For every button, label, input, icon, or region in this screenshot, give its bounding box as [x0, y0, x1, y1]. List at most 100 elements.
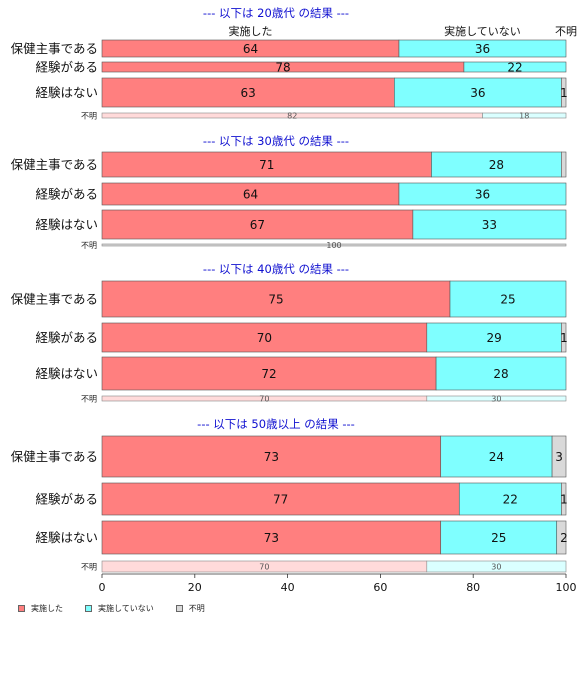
bar-segment-not-done — [398, 39, 567, 58]
data-label-done: 75 — [268, 293, 283, 307]
data-label-not-done: 36 — [475, 42, 490, 56]
data-label-done: 73 — [264, 531, 279, 545]
legend-swatch-unknown — [175, 605, 183, 612]
data-label-unknown-row-done: 70 — [259, 563, 269, 572]
data-label-not-done: 24 — [489, 450, 504, 464]
data-label-not-done: 33 — [482, 218, 497, 232]
data-label-unknown: 1 — [560, 331, 568, 345]
data-label-unknown-row-not-done: 30 — [491, 563, 501, 572]
bar-segment-unknown-row-not-done — [426, 560, 567, 573]
data-label-unknown: 1 — [560, 493, 568, 507]
bar-segment-not-done — [431, 151, 562, 178]
category-label: 経験はない — [35, 85, 98, 100]
category-label: 経験はない — [35, 217, 98, 232]
bar-segment-unknown-row-not-done — [482, 112, 567, 119]
legend-label-done: 実施した — [31, 604, 63, 613]
data-label-unknown: 2 — [560, 531, 568, 545]
bar-segment-unknown — [561, 151, 567, 178]
data-label-not-done: 28 — [489, 158, 504, 172]
data-label-not-done: 36 — [475, 188, 490, 202]
bar-segment-done — [101, 151, 432, 178]
category-label: 経験がある — [35, 60, 98, 75]
bar-segment-not-done — [449, 280, 567, 318]
group-title-2: --- 以下は 30歳代 の結果 --- — [203, 134, 349, 148]
data-label-unknown-row-not-done: 18 — [519, 112, 529, 121]
data-label-done: 72 — [261, 367, 276, 381]
data-label-unknown-row-done: 70 — [259, 395, 269, 404]
legend-item-unknown: 不明 — [175, 603, 205, 614]
data-label-not-done: 28 — [493, 367, 508, 381]
bar-segment-not-done — [412, 209, 567, 240]
bar-segment-unknown — [561, 322, 567, 353]
legend-label-unknown: 不明 — [188, 604, 205, 613]
data-label-not-done: 22 — [507, 61, 522, 75]
column-header-not-done: 実施していない — [444, 24, 521, 38]
data-label-unknown-row-not-done: 30 — [491, 395, 501, 404]
legend-item-not-done: 実施していない — [85, 603, 154, 614]
data-label-done: 77 — [273, 493, 288, 507]
data-label-done: 64 — [243, 42, 258, 56]
category-label: 経験がある — [35, 492, 98, 507]
category-label-unknown: 不明 — [81, 241, 97, 250]
data-label-done: 64 — [243, 188, 258, 202]
data-label-not-done: 22 — [503, 493, 518, 507]
category-label: 保健主事である — [11, 157, 98, 172]
x-tick-label: 0 — [99, 581, 106, 594]
group-title-1: --- 以下は 20歳代 の結果 --- — [203, 6, 349, 20]
bar-segment-not-done — [440, 520, 558, 555]
category-label: 保健主事である — [11, 41, 98, 56]
bar-segment-unknown — [561, 482, 567, 516]
data-label-done: 70 — [257, 331, 272, 345]
x-tick-label: 20 — [188, 581, 202, 594]
bar-segment-done — [101, 356, 437, 391]
data-label-not-done: 36 — [470, 86, 485, 100]
group-title-4: --- 以下は 50歳以上 の結果 --- — [197, 417, 355, 431]
legend-label-not-done: 実施していない — [98, 604, 154, 613]
data-label-not-done: 29 — [486, 331, 501, 345]
bar-segment-not-done — [435, 356, 567, 391]
data-label-done: 71 — [259, 158, 274, 172]
bar-segment-done — [101, 482, 460, 516]
bar-segment-unknown-row-not-done — [426, 395, 567, 402]
bar-segment-done — [101, 520, 442, 555]
category-label: 経験はない — [35, 366, 98, 381]
x-tick-label: 100 — [556, 581, 577, 594]
bar-segment-unknown — [556, 520, 567, 555]
bar-segment-not-done — [440, 435, 553, 478]
chart-legend: 実施した 実施していない 不明 — [18, 603, 227, 614]
data-label-done: 73 — [264, 450, 279, 464]
data-label-done: 78 — [275, 61, 290, 75]
category-label: 経験がある — [35, 330, 98, 345]
data-label-done: 63 — [241, 86, 256, 100]
category-label: 経験がある — [35, 187, 98, 202]
bar-segment-unknown-row-unknown — [101, 243, 567, 247]
legend-swatch-not-done — [85, 605, 92, 612]
x-tick-label: 40 — [281, 581, 295, 594]
bar-segment-done — [101, 77, 395, 108]
x-tick-label: 80 — [466, 581, 480, 594]
data-label-unknown: 3 — [555, 450, 563, 464]
bar-segment-unknown — [561, 77, 567, 108]
category-label-unknown: 不明 — [81, 395, 97, 404]
data-label-not-done: 25 — [491, 531, 506, 545]
bar-segment-not-done — [398, 182, 567, 206]
legend-item-done: 実施した — [18, 603, 63, 614]
data-label-unknown-row-unknown: 100 — [326, 241, 341, 250]
legend-swatch-done — [18, 605, 25, 612]
column-header-unknown: 不明 — [555, 25, 577, 38]
bar-segment-done — [101, 280, 451, 318]
bar-segment-done — [101, 209, 414, 240]
bar-segment-unknown — [551, 435, 567, 478]
data-label-unknown-row-done: 82 — [287, 112, 297, 121]
bar-segment-not-done — [463, 61, 567, 73]
category-label: 保健主事である — [11, 449, 98, 464]
category-label: 経験はない — [35, 530, 98, 545]
group-title-3: --- 以下は 40歳代 の結果 --- — [203, 262, 349, 276]
column-header-done: 実施した — [228, 24, 272, 38]
bar-segment-done — [101, 435, 442, 478]
bar-segment-not-done — [458, 482, 562, 516]
bar-segment-not-done — [426, 322, 562, 353]
category-label-unknown: 不明 — [81, 563, 97, 572]
data-label-done: 67 — [250, 218, 265, 232]
